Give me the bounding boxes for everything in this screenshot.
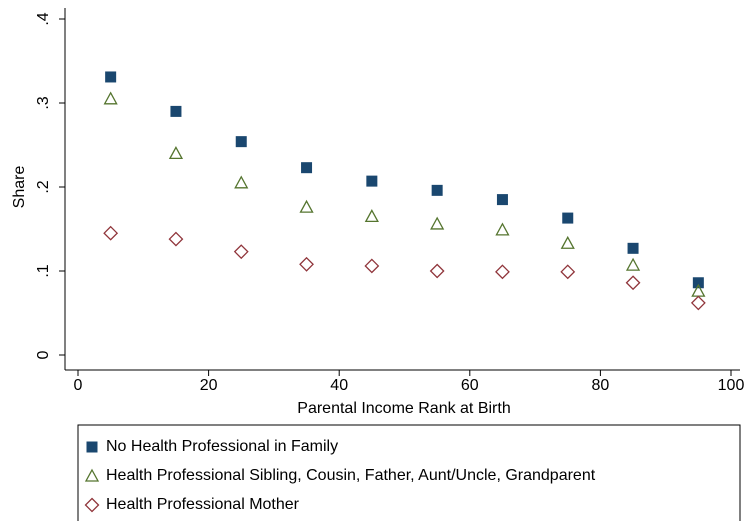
point [364,258,380,274]
x-axis-label: Parental Income Rank at Birth [297,400,510,417]
point [690,295,706,311]
point [299,199,314,213]
y-tick-label: .1 [35,264,52,277]
point [431,184,443,196]
point [496,194,508,206]
point [430,216,445,230]
point [625,257,641,271]
point [692,277,704,289]
legend-marker [84,497,100,513]
x-tick-label: 40 [330,377,348,394]
point [170,105,182,117]
point [233,244,249,260]
x-tick-label: 60 [461,377,479,394]
point [366,175,378,187]
point [103,225,119,241]
point [429,263,445,279]
point [560,264,576,280]
x-tick-label: 20 [200,377,218,394]
point [495,222,510,236]
legend-label: Health Professional Sibling, Cousin, Fat… [106,467,596,484]
point [103,91,118,105]
point [168,146,184,160]
point [105,71,117,83]
legend-marker [86,441,98,453]
legend-label: Health Professional Mother [106,496,300,513]
point [495,264,510,280]
point [364,209,379,223]
point [235,136,247,148]
point [234,175,249,189]
y-tick-label: .3 [35,96,52,109]
point [627,242,639,254]
y-tick-label: 0 [35,350,52,359]
point [625,275,641,291]
x-tick-label: 100 [718,377,745,394]
point [168,231,184,247]
y-tick-label: .2 [35,180,52,193]
x-tick-label: 80 [592,377,610,394]
legend-box [77,424,741,521]
legend-marker [84,468,100,482]
point [299,256,314,272]
y-axis-label: Share [11,166,28,209]
point [301,162,313,174]
legend-label: No Health Professional in Family [106,438,338,455]
x-tick-label: 0 [74,377,83,394]
point [562,212,574,224]
y-tick-label: .4 [35,12,52,25]
point [560,235,575,249]
